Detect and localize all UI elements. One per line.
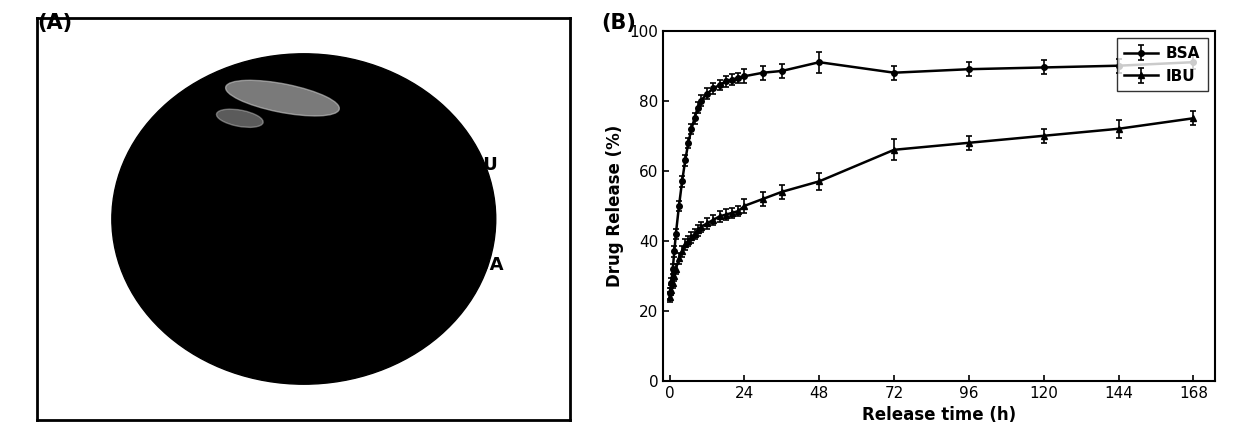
Ellipse shape — [112, 54, 496, 384]
Y-axis label: Drug Release (%): Drug Release (%) — [606, 125, 624, 287]
Text: BSA: BSA — [464, 256, 505, 274]
Legend: BSA, IBU: BSA, IBU — [1117, 38, 1208, 91]
X-axis label: Release time (h): Release time (h) — [862, 406, 1017, 424]
Text: (B): (B) — [601, 13, 636, 33]
Text: (A): (A) — [37, 13, 72, 33]
Ellipse shape — [226, 80, 340, 116]
Text: IBU: IBU — [464, 155, 498, 173]
Ellipse shape — [217, 109, 263, 127]
